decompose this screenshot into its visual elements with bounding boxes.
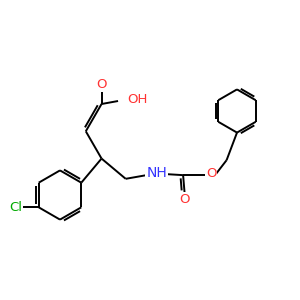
Text: O: O xyxy=(206,167,216,180)
Text: O: O xyxy=(179,193,190,206)
Text: NH: NH xyxy=(146,166,167,180)
Text: O: O xyxy=(96,78,107,91)
Text: OH: OH xyxy=(128,93,148,106)
Text: Cl: Cl xyxy=(9,201,22,214)
